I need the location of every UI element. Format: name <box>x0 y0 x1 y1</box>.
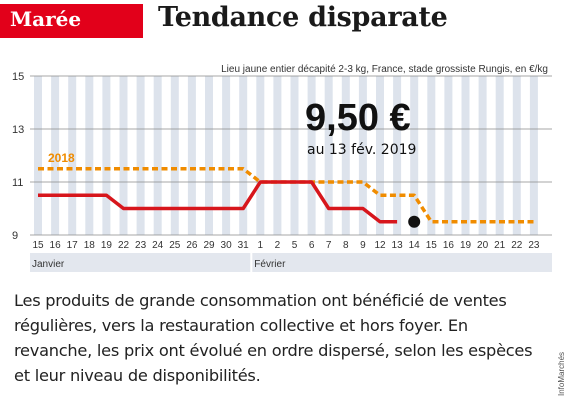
grid-band <box>341 76 350 235</box>
grid-band <box>529 76 538 235</box>
series-label: 2018 <box>48 151 75 165</box>
grid-band <box>68 76 77 235</box>
annotation-date: au 13 fév. 2019 <box>307 142 416 158</box>
x-tick-label: 1 <box>258 240 264 251</box>
grid-band <box>495 76 504 235</box>
x-tick-label: 14 <box>409 240 421 251</box>
grid-band <box>376 76 384 235</box>
grid-band <box>239 76 248 235</box>
grid-band <box>170 76 179 235</box>
grid-band <box>34 76 42 235</box>
grid-band <box>461 76 470 235</box>
month-label: Janvier <box>32 259 65 270</box>
x-tick-label: 16 <box>443 240 455 251</box>
chart-subtitle: Lieu jaune entier décapité 2-3 kg, Franc… <box>221 64 548 75</box>
x-tick-label: 22 <box>511 240 523 251</box>
grid-band <box>410 76 419 235</box>
grid-band <box>427 76 436 235</box>
x-tick-label: 20 <box>477 240 489 251</box>
x-tick-label: 31 <box>238 240 250 251</box>
grid-band <box>102 76 111 235</box>
x-tick-label: 9 <box>360 240 366 251</box>
x-tick-label: 17 <box>67 240 79 251</box>
x-tick-label: 8 <box>343 240 349 251</box>
section-tag-label: Marée <box>10 7 82 31</box>
x-tick-label: 2 <box>275 240 281 251</box>
grid-band <box>444 76 453 235</box>
y-tick-label: 11 <box>12 177 23 189</box>
grid-band <box>85 76 94 235</box>
x-tick-label: 30 <box>221 240 233 251</box>
last-value-marker <box>408 215 421 228</box>
grid-band <box>273 76 282 235</box>
body-paragraph: Les produits de grande consommation ont … <box>14 291 533 385</box>
x-tick-label: 19 <box>460 240 472 251</box>
x-tick-label: 23 <box>528 240 540 251</box>
section-tag: Marée <box>0 4 143 38</box>
series-2018-line <box>38 167 534 224</box>
month-band <box>30 253 552 272</box>
x-tick-label: 18 <box>84 240 96 251</box>
x-tick-label: 23 <box>135 240 147 251</box>
grid-band <box>187 76 196 235</box>
x-tick-label: 29 <box>203 240 215 251</box>
grid-band <box>256 76 265 235</box>
x-tick-label: 15 <box>32 240 44 251</box>
x-tick-label: 16 <box>50 240 62 251</box>
x-tick-label: 6 <box>309 240 315 251</box>
x-tick-label: 22 <box>118 240 130 251</box>
grid-band <box>205 76 213 235</box>
grid-band <box>478 76 487 235</box>
x-tick-label: 7 <box>326 240 332 251</box>
grid-band <box>358 76 367 235</box>
grid-band <box>512 76 521 235</box>
grid-band <box>324 76 333 235</box>
month-label: Février <box>254 259 286 270</box>
x-tick-label: 26 <box>186 240 198 251</box>
x-tick-label: 5 <box>292 240 298 251</box>
grid-band <box>393 76 402 235</box>
chart-title: Tendance disparate <box>158 2 448 33</box>
grid-band <box>153 76 162 235</box>
y-tick-label: 15 <box>12 71 24 83</box>
x-tick-label: 21 <box>494 240 506 251</box>
x-tick-label: 13 <box>392 240 404 251</box>
x-tick-label: 24 <box>152 240 164 251</box>
x-tick-label: 12 <box>374 240 386 251</box>
x-tick-label: 25 <box>169 240 181 251</box>
grid-band <box>51 76 60 235</box>
grid-band <box>222 76 231 235</box>
x-tick-label: 19 <box>101 240 113 251</box>
x-tick-label: 15 <box>426 240 438 251</box>
series-2019-line <box>38 180 398 224</box>
grid-band <box>290 76 299 235</box>
y-tick-label: 13 <box>12 124 24 136</box>
source-credit: InfoMarchés <box>557 351 566 396</box>
annotation-value: 9,50 € <box>305 97 411 139</box>
grid-band <box>119 76 128 235</box>
y-tick-label: 9 <box>12 230 18 242</box>
grid-band <box>136 76 145 235</box>
grid-band <box>307 76 316 235</box>
